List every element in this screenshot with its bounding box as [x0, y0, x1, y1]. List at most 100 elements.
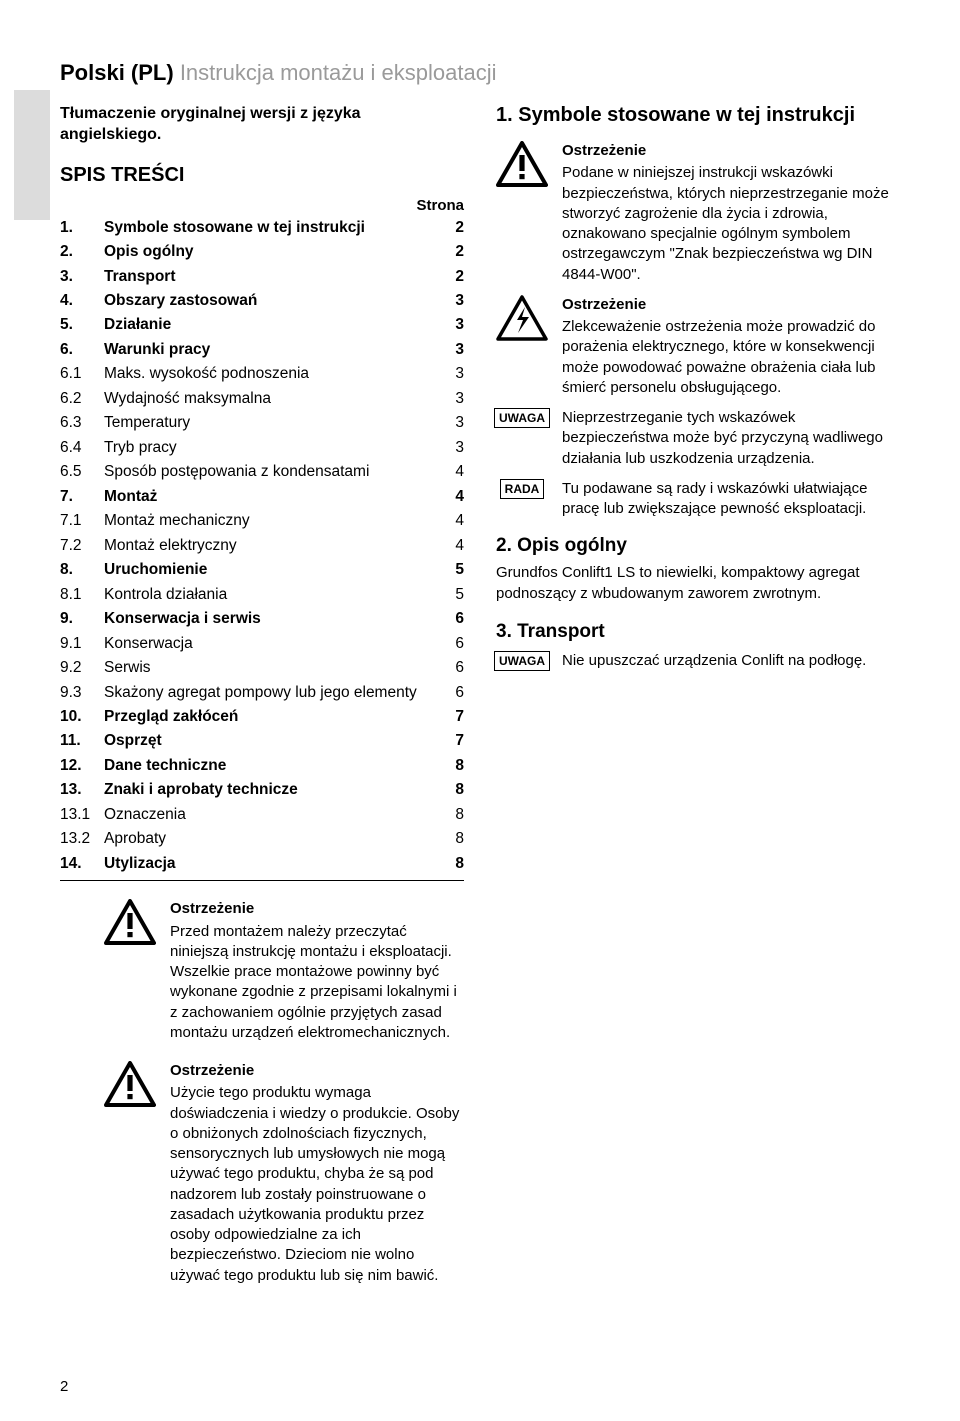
toc-row: 14.Utylizacja8: [60, 852, 464, 876]
toc-page: 3: [444, 313, 464, 337]
toc-row: 8.1Kontrola działania5: [60, 583, 464, 607]
toc-page: 8: [444, 852, 464, 876]
toc-page: 4: [444, 485, 464, 509]
toc-page: 7: [444, 705, 464, 729]
toc-title: Temperatury: [104, 411, 444, 435]
toc-number: 7.1: [60, 509, 104, 533]
toc-number: 9.1: [60, 632, 104, 656]
toc-page: 5: [444, 558, 464, 582]
toc-row: 6.5Sposób postępowania z kondensatami4: [60, 460, 464, 484]
title-subtitle: Instrukcja montażu i eksploatacji: [180, 60, 497, 85]
toc-row: 13.1Oznaczenia8: [60, 803, 464, 827]
toc-number: 13.: [60, 778, 104, 802]
page: Polski (PL) Polski (PL) Instrukcja monta…: [0, 0, 960, 1421]
right-column: 1. Symbole stosowane w tej instrukcji Os…: [496, 104, 900, 1304]
toc-number: 5.: [60, 313, 104, 337]
toc-page: 2: [444, 216, 464, 240]
toc-number: 6.: [60, 338, 104, 362]
uwaga-label: UWAGA: [494, 408, 550, 428]
toc-page: 3: [444, 387, 464, 411]
toc-number: 1.: [60, 216, 104, 240]
toc-title: Wydajność maksymalna: [104, 387, 444, 411]
toc-title: Osprzęt: [104, 729, 444, 753]
toc-number: 9.3: [60, 681, 104, 705]
warning-text: Ostrzeżenie Przed montażem należy przecz…: [170, 899, 464, 1043]
warning-block: Ostrzeżenie Podane w niniejszej instrukc…: [496, 141, 900, 285]
toc-title: Tryb pracy: [104, 436, 444, 460]
toc-title: Transport: [104, 265, 444, 289]
caution-label-icon: UWAGA: [496, 408, 548, 428]
language-side-tab: Polski (PL): [14, 90, 50, 220]
toc-page: 6: [444, 632, 464, 656]
toc-title: Montaż mechaniczny: [104, 509, 444, 533]
toc-page: 4: [444, 509, 464, 533]
page-column-header: Strona: [60, 197, 464, 214]
caution-label-icon: UWAGA: [496, 651, 548, 671]
toc-row: 13.2Aprobaty8: [60, 827, 464, 851]
toc-row: 1.Symbole stosowane w tej instrukcji2: [60, 216, 464, 240]
toc-number: 11.: [60, 729, 104, 753]
toc-page: 4: [444, 534, 464, 558]
toc-page: 8: [444, 803, 464, 827]
toc-number: 6.1: [60, 362, 104, 386]
caution-block: UWAGA Nie upuszczać urządzenia Conlift n…: [496, 651, 900, 671]
toc-title: Aprobaty: [104, 827, 444, 851]
toc-page: 6: [444, 681, 464, 705]
page-number: 2: [60, 1378, 68, 1395]
toc-page: 4: [444, 460, 464, 484]
toc-page: 5: [444, 583, 464, 607]
warning-text: Ostrzeżenie Zlekceważenie ostrzeżenia mo…: [562, 295, 900, 398]
rada-label: RADA: [500, 479, 545, 499]
toc-title: Znaki i aprobaty technicze: [104, 778, 444, 802]
toc-row: 6.Warunki pracy3: [60, 338, 464, 362]
warning-block: Ostrzeżenie Przed montażem należy przecz…: [104, 899, 464, 1043]
toc-row: 2.Opis ogólny2: [60, 240, 464, 264]
electric-warning-icon: [496, 295, 548, 341]
toc-number: 7.: [60, 485, 104, 509]
uwaga-label: UWAGA: [494, 651, 550, 671]
toc-row: 6.2Wydajność maksymalna3: [60, 387, 464, 411]
toc-row: 6.3Temperatury3: [60, 411, 464, 435]
toc-page: 7: [444, 729, 464, 753]
note-text: Tu podawane są rady i wskazówki ułatwiaj…: [562, 479, 900, 520]
warning-body: Przed montażem należy przeczytać niniejs…: [170, 923, 457, 1041]
caution-block: UWAGA Nieprzestrzeganie tych wskazówek b…: [496, 408, 900, 469]
toc-title: Kontrola działania: [104, 583, 444, 607]
note-label-icon: RADA: [496, 479, 548, 499]
toc-title: Konserwacja: [104, 632, 444, 656]
toc-title: Serwis: [104, 656, 444, 680]
toc-divider: [60, 880, 464, 881]
toc-page: 3: [444, 289, 464, 313]
toc-row: 4.Obszary zastosowań3: [60, 289, 464, 313]
warning-body: Zlekceważenie ostrzeżenia może prowadzić…: [562, 318, 876, 396]
caution-text: Nie upuszczać urządzenia Conlift na podł…: [562, 651, 866, 671]
toc-title: Uruchomienie: [104, 558, 444, 582]
warning-heading: Ostrzeżenie: [170, 899, 464, 919]
warning-heading: Ostrzeżenie: [562, 141, 900, 161]
toc-title: Opis ogólny: [104, 240, 444, 264]
toc-number: 9.: [60, 607, 104, 631]
toc-row: 3.Transport2: [60, 265, 464, 289]
toc-title: Montaż elektryczny: [104, 534, 444, 558]
toc-title: Oznaczenia: [104, 803, 444, 827]
warning-triangle-icon: [496, 141, 548, 187]
warning-heading: Ostrzeżenie: [170, 1061, 464, 1081]
toc-title: Działanie: [104, 313, 444, 337]
warning-body: Użycie tego produktu wymaga doświadczeni…: [170, 1084, 459, 1283]
toc-number: 12.: [60, 754, 104, 778]
toc-title: Przegląd zakłóceń: [104, 705, 444, 729]
warning-text: Ostrzeżenie Użycie tego produktu wymaga …: [170, 1061, 464, 1286]
section-heading: 3. Transport: [496, 621, 900, 643]
section-heading: 2. Opis ogólny: [496, 535, 900, 557]
toc-title: Dane techniczne: [104, 754, 444, 778]
toc-number: 13.1: [60, 803, 104, 827]
toc-title: Maks. wysokość podnoszenia: [104, 362, 444, 386]
toc-row: 6.1Maks. wysokość podnoszenia3: [60, 362, 464, 386]
toc-row: 5.Działanie3: [60, 313, 464, 337]
toc-page: 6: [444, 607, 464, 631]
left-column: Tłumaczenie oryginalnej wersji z języka …: [60, 104, 464, 1304]
toc-number: 4.: [60, 289, 104, 313]
warning-triangle-icon: [104, 1061, 156, 1107]
toc-title: Warunki pracy: [104, 338, 444, 362]
toc-title: Konserwacja i serwis: [104, 607, 444, 631]
